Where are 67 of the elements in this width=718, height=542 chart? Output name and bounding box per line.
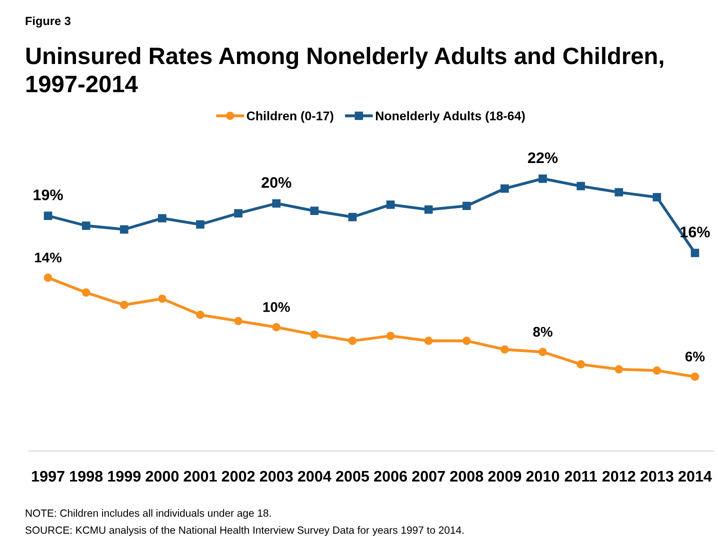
- chart-title: Uninsured Rates Among Nonelderly Adults and Children, 1997-2014: [26, 46, 664, 92]
- legend-label: Nonelderly Adults (18-64): [376, 111, 525, 123]
- x-tick-label: 2008: [450, 470, 484, 482]
- point: [538, 174, 547, 183]
- x-tick-label: 2004: [298, 470, 332, 482]
- point: [44, 274, 52, 282]
- point: [44, 212, 52, 220]
- point: [462, 336, 471, 345]
- point: [158, 214, 166, 222]
- data-label: 22%: [528, 152, 558, 164]
- point: [272, 323, 281, 332]
- data-label: 10%: [263, 302, 290, 312]
- point: [272, 199, 281, 208]
- legend-label: Children (0-17): [246, 111, 334, 123]
- point: [196, 310, 204, 319]
- point: [348, 212, 357, 222]
- point: [310, 206, 319, 216]
- data-label: 14%: [35, 252, 62, 262]
- point: [158, 294, 166, 303]
- x-tick-label: 2000: [146, 470, 179, 482]
- x-tick-label: 2009: [488, 470, 522, 482]
- x-tick-label: 2010: [526, 470, 560, 482]
- point: [234, 209, 242, 218]
- x-tick-label: 1997: [32, 470, 64, 482]
- point: [538, 348, 547, 356]
- x-tick-label: 2012: [602, 470, 636, 482]
- point: [82, 288, 90, 297]
- point: [652, 366, 662, 375]
- point: [614, 365, 624, 374]
- data-label: 8%: [533, 326, 552, 337]
- point: [310, 330, 319, 339]
- caption: Figure 3: [26, 16, 70, 28]
- point: [82, 222, 90, 230]
- point: [500, 184, 509, 193]
- data-label: 20%: [262, 177, 292, 188]
- data-label: 6%: [685, 352, 705, 362]
- x-tick-label: 2013: [640, 470, 674, 482]
- point: [690, 372, 700, 381]
- data-label: 19%: [34, 189, 63, 200]
- point: [424, 205, 433, 214]
- point: [120, 225, 128, 234]
- x-tick-label: 2011: [564, 470, 597, 482]
- x-tick-label: 1998: [70, 470, 103, 482]
- x-tick-label: 2001: [184, 470, 217, 482]
- source-note: SOURCE: KCMU analysis of the National Health Interview Survey Data for years 1997 to 2014.: [25, 526, 464, 536]
- x-tick-label: 2014: [678, 470, 712, 482]
- x-tick-label: 2007: [412, 470, 445, 482]
- text: NOTE: Children includes all individuals under age 18.: [26, 509, 271, 519]
- x-tick-label: 2006: [374, 470, 407, 482]
- point: [386, 332, 395, 340]
- point: [576, 360, 585, 369]
- point: [120, 300, 128, 310]
- point: [614, 188, 624, 196]
- point: [500, 345, 509, 354]
- x-tick-label: 1999: [108, 470, 141, 482]
- point: [348, 336, 357, 345]
- point: [652, 193, 662, 202]
- x-tick-label: 2005: [336, 470, 370, 482]
- x-tick-label: 2003: [260, 470, 293, 482]
- point: [234, 316, 242, 326]
- point: [424, 336, 433, 345]
- point: [462, 202, 471, 210]
- point: [196, 220, 204, 229]
- point: [576, 182, 585, 190]
- x-tick-label: 2002: [222, 470, 255, 482]
- point: [690, 248, 700, 258]
- point: [386, 200, 395, 209]
